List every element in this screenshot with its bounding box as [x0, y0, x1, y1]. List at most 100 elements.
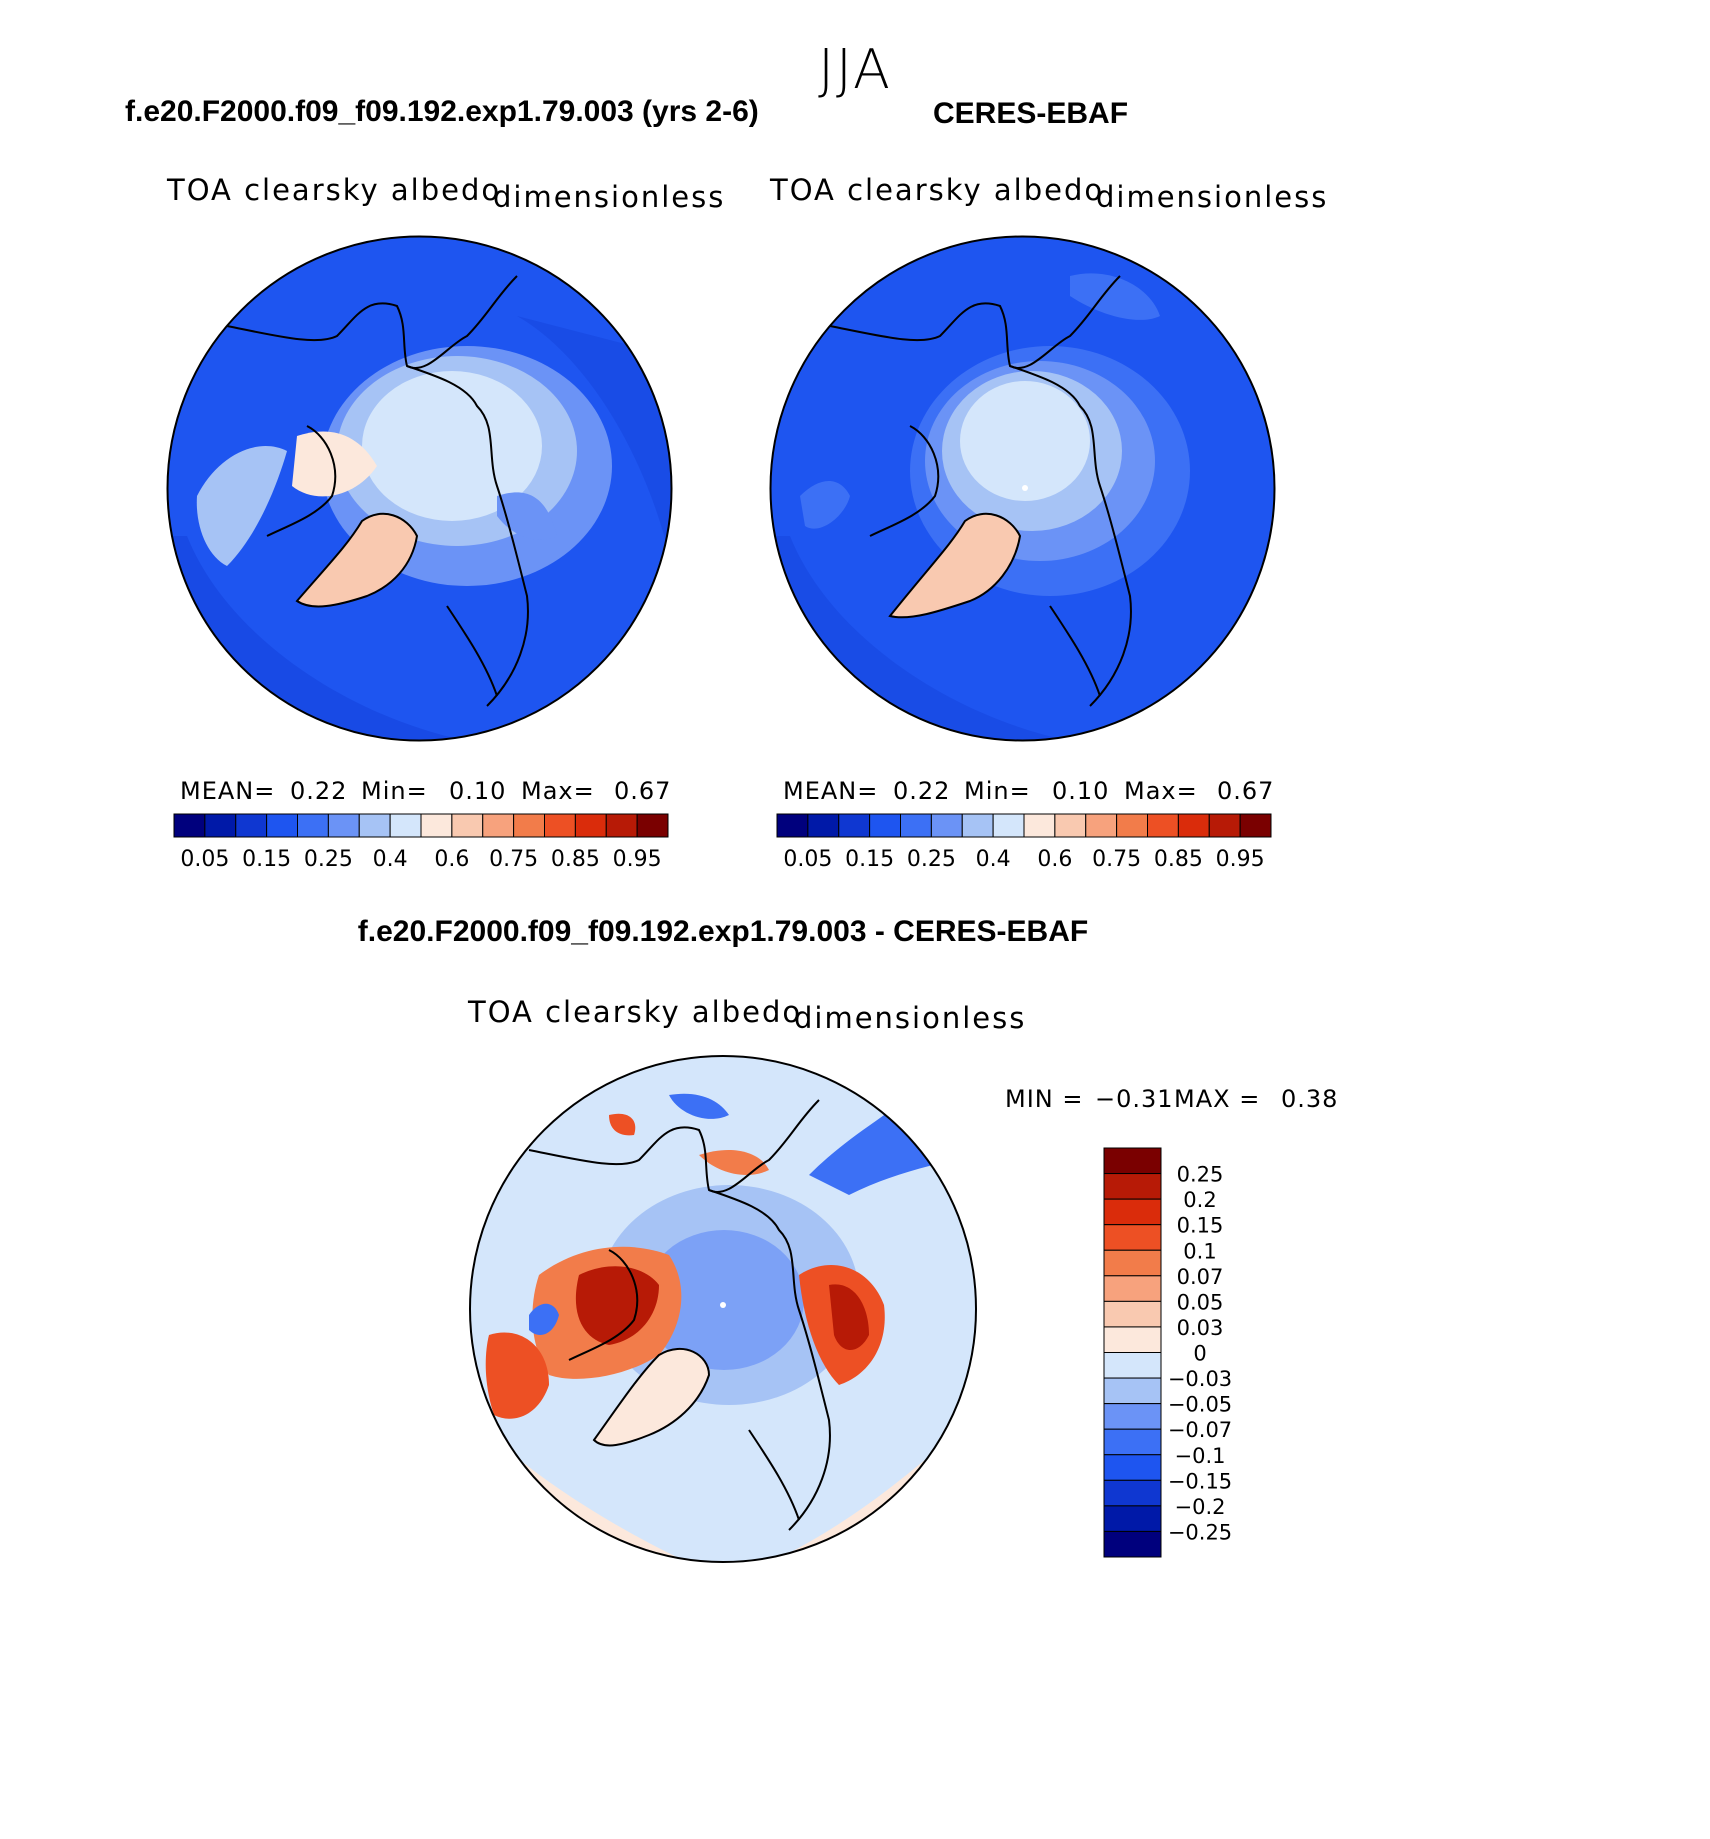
- obs-colorbar-swatch: [1023, 813, 1056, 838]
- obs-colorbar-swatch: [1147, 813, 1179, 838]
- obs-colorbar-tick-label: 0.4: [976, 847, 1011, 872]
- diff-colorbar-tick-label: 0.03: [1177, 1316, 1224, 1340]
- obs-units-label: dimensionless: [1096, 180, 1329, 214]
- obs-colorbar: 0.05 0.15 0.25 0.4 0.6 0.75 0.85 0.95: [776, 813, 1272, 872]
- obs-panel-title: CERES-EBAF: [933, 97, 1129, 130]
- diff-colorbar-tick-label: 0.15: [1177, 1214, 1224, 1238]
- obs-colorbar-tick-label: 0.95: [1216, 847, 1265, 872]
- model-mean-label: MEAN=: [180, 777, 276, 805]
- diff-colorbar-swatch: [1103, 1300, 1162, 1328]
- obs-colorbar-tick-label: 0.75: [1092, 847, 1141, 872]
- obs-colorbar-swatch: [869, 813, 901, 838]
- diff-colorbar-swatch: [1103, 1224, 1162, 1251]
- model-colorbar-tick-label: 0.75: [489, 847, 538, 872]
- diff-colorbar-swatch: [1103, 1377, 1162, 1405]
- obs-colorbar-swatch: [1177, 813, 1210, 838]
- model-colorbar-swatch: [327, 813, 360, 838]
- diff-colorbar-swatch: [1103, 1173, 1162, 1200]
- diff-colorbar-swatch: [1103, 1403, 1162, 1430]
- diff-colorbar-tick-label: 0: [1193, 1342, 1206, 1366]
- model-colorbar-tick-label: 0.4: [373, 847, 408, 872]
- diff-colorbar-tick-label: −0.03: [1168, 1367, 1232, 1391]
- model-colorbar-tick-label: 0.15: [242, 847, 291, 872]
- diff-colorbar-swatch: [1103, 1352, 1162, 1379]
- obs-colorbar-tick-label: 0.6: [1037, 847, 1072, 872]
- diff-colorbar-tick-label: −0.1: [1175, 1444, 1226, 1468]
- diff-colorbar-tick-label: 0.2: [1183, 1188, 1216, 1212]
- model-colorbar: 0.05 0.15 0.25 0.4 0.6 0.75 0.85 0.95: [173, 813, 669, 872]
- diff-units-label: dimensionless: [794, 1001, 1027, 1035]
- obs-mean-value: 0.22: [893, 777, 951, 805]
- model-colorbar-tick-label: 0.85: [551, 847, 600, 872]
- obs-max-value: 0.67: [1217, 777, 1275, 805]
- obs-polar-map: [769, 235, 1276, 742]
- obs-colorbar-tick-label: 0.25: [907, 847, 956, 872]
- obs-colorbar-tick-label: 0.05: [783, 847, 832, 872]
- diff-panel-title: f.e20.F2000.f09_f09.192.exp1.79.003 - CE…: [357, 915, 1089, 948]
- model-min-value: 0.10: [449, 777, 507, 805]
- diff-colorbar-swatch: [1103, 1326, 1162, 1353]
- obs-colorbar-tick-label: 0.85: [1154, 847, 1203, 872]
- diff-colorbar-tick-label: −0.25: [1168, 1520, 1232, 1544]
- model-colorbar-swatch: [605, 813, 638, 838]
- diff-colorbar-swatch: [1103, 1249, 1162, 1277]
- model-colorbar-swatch: [482, 813, 515, 838]
- model-colorbar-swatch: [389, 813, 422, 838]
- obs-colorbar-tick-label: 0.15: [845, 847, 894, 872]
- diff-colorbar-tick-label: 0.05: [1177, 1290, 1224, 1314]
- diff-polar-map: [469, 1055, 977, 1563]
- obs-colorbar-swatch: [930, 813, 963, 838]
- diff-colorbar-tick-label: 0.07: [1177, 1265, 1224, 1289]
- diff-colorbar-swatch: [1103, 1479, 1162, 1507]
- diff-colorbar-tick-label: −0.15: [1168, 1469, 1232, 1493]
- model-colorbar-tick-label: 0.95: [613, 847, 662, 872]
- diff-colorbar-tick-label: 0.25: [1177, 1163, 1224, 1187]
- model-polar-map: [166, 235, 673, 742]
- obs-colorbar-swatch: [1116, 813, 1148, 838]
- diff-colorbar-swatch: [1103, 1454, 1162, 1481]
- obs-colorbar-swatch: [1208, 813, 1241, 838]
- diff-max-value: 0.38: [1281, 1085, 1339, 1113]
- model-colorbar-swatch: [173, 813, 206, 838]
- obs-variable-label: TOA clearsky albedo: [770, 173, 1105, 207]
- model-min-label: Min=: [361, 777, 428, 805]
- diff-variable-label: TOA clearsky albedo: [468, 995, 803, 1029]
- model-colorbar-tick-label: 0.05: [180, 847, 229, 872]
- diff-colorbar-swatch: [1103, 1530, 1162, 1558]
- obs-colorbar-swatch: [776, 813, 809, 838]
- model-colorbar-swatch: [420, 813, 453, 838]
- obs-colorbar-swatch: [807, 813, 840, 838]
- model-units-label: dimensionless: [493, 180, 726, 214]
- model-colorbar-swatch: [513, 813, 545, 838]
- diff-min-value: −0.31: [1095, 1085, 1174, 1113]
- model-max-value: 0.67: [614, 777, 672, 805]
- obs-min-value: 0.10: [1052, 777, 1110, 805]
- model-colorbar-swatch: [266, 813, 298, 838]
- diff-colorbar-swatch: [1103, 1147, 1162, 1175]
- obs-max-label: Max=: [1124, 777, 1198, 805]
- model-mean-value: 0.22: [290, 777, 348, 805]
- obs-colorbar-swatch: [1085, 813, 1118, 838]
- model-colorbar-swatch: [358, 813, 391, 838]
- obs-colorbar-swatch: [961, 813, 994, 838]
- model-colorbar-swatch: [544, 813, 576, 838]
- obs-colorbar-swatch: [1239, 813, 1272, 838]
- model-colorbar-swatch: [574, 813, 607, 838]
- diff-colorbar-tick-label: −0.2: [1175, 1495, 1226, 1519]
- model-colorbar-tick-label: 0.25: [304, 847, 353, 872]
- model-colorbar-swatch: [636, 813, 669, 838]
- obs-mean-label: MEAN=: [783, 777, 879, 805]
- diff-colorbar-tick-label: −0.05: [1168, 1393, 1232, 1417]
- obs-min-label: Min=: [964, 777, 1031, 805]
- diff-colorbar: 0.250.20.150.10.070.050.030−0.03−0.05−0.…: [1103, 1147, 1232, 1558]
- obs-colorbar-swatch: [1054, 813, 1087, 838]
- diff-colorbar-tick-label: −0.07: [1168, 1418, 1232, 1442]
- obs-colorbar-swatch: [900, 813, 932, 838]
- obs-colorbar-swatch: [992, 813, 1025, 838]
- diff-colorbar-swatch: [1103, 1505, 1162, 1532]
- model-colorbar-swatch: [297, 813, 329, 838]
- model-colorbar-swatch: [204, 813, 237, 838]
- obs-colorbar-swatch: [838, 813, 871, 838]
- diff-max-label: MAX =: [1174, 1085, 1261, 1113]
- model-colorbar-swatch: [451, 813, 484, 838]
